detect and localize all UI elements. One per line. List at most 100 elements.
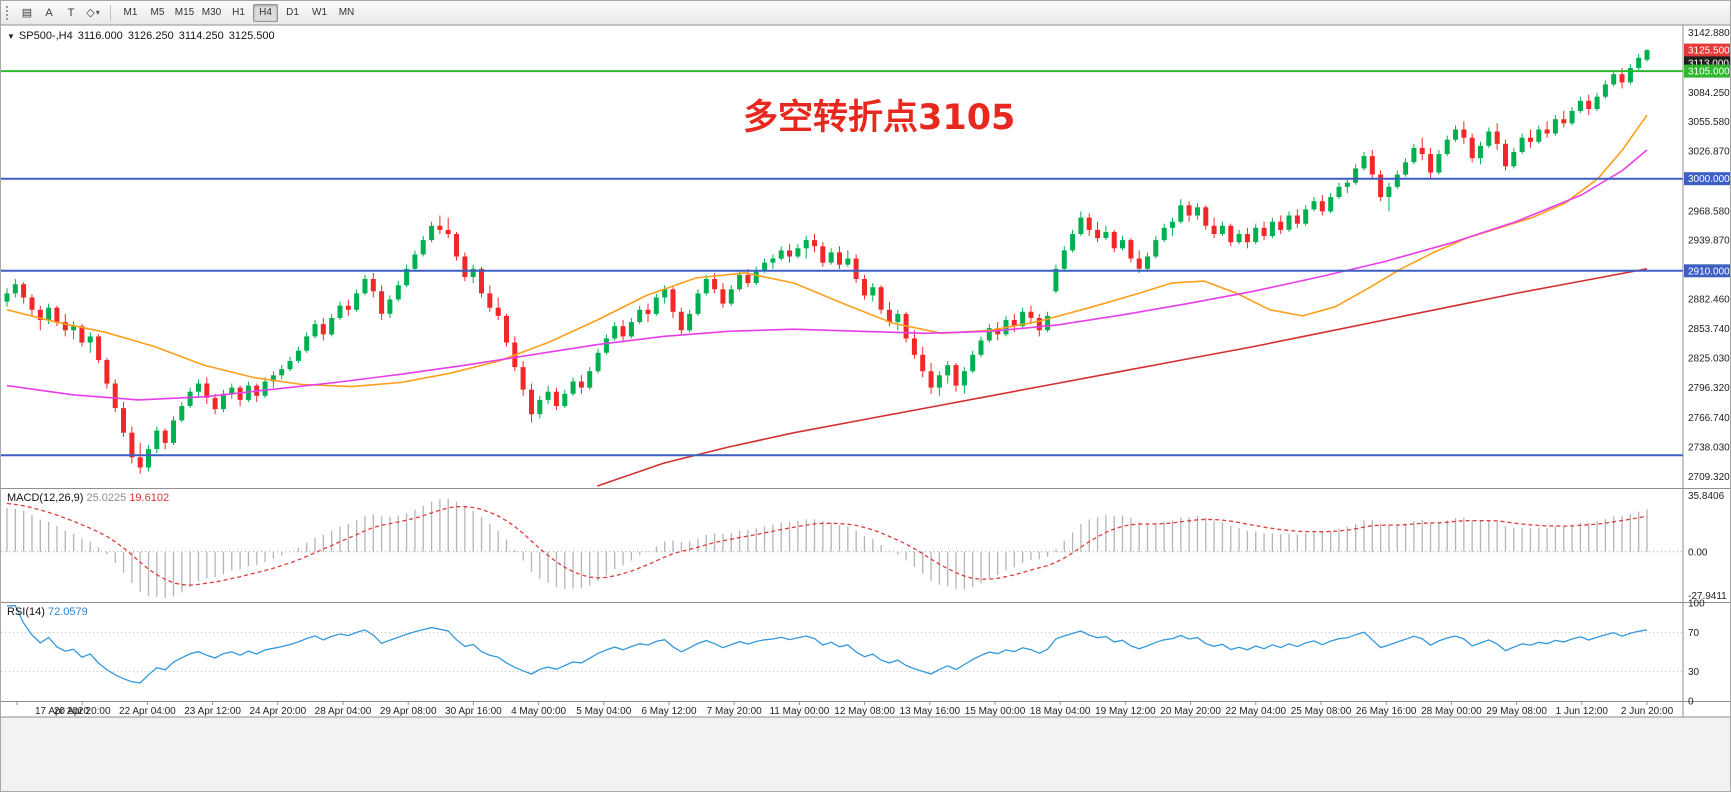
time-axis-label: 17 Apr 2020 <box>35 706 89 717</box>
time-axis-label: 13 May 16:00 <box>899 706 960 717</box>
drawing-tools-group: ▤ A T ◇ ▾ <box>16 4 104 22</box>
macd-main-value: 25.0225 <box>86 492 127 504</box>
candles-layer[interactable] <box>4 49 1650 474</box>
rsi-axis-label: 100 <box>1688 599 1705 610</box>
price-axis-labels: 3142.8803084.2503055.5803026.8702998.160… <box>1688 28 1730 708</box>
macd-title: MACD(12,26,9) <box>7 492 84 504</box>
price-marker-box: 3125.500 <box>1684 43 1730 57</box>
timeframe-m30-button[interactable]: M30 <box>201 7 222 18</box>
time-axis-label: 2 Jun 20:00 <box>1621 706 1674 717</box>
time-axis-label: 15 May 00:00 <box>965 706 1026 717</box>
low-value: 3114.250 <box>178 30 224 42</box>
time-axis-label: 23 Apr 12:00 <box>184 706 241 717</box>
price-axis-label: 3026.870 <box>1688 147 1730 158</box>
price-axis-label: 2766.740 <box>1688 413 1730 424</box>
time-axis-label: 26 May 16:00 <box>1356 706 1417 717</box>
price-axis-label: 3055.580 <box>1688 117 1730 128</box>
close-value: 3125.500 <box>228 30 275 42</box>
time-axis-label: 24 Apr 20:00 <box>249 706 306 717</box>
time-axis-label: 19 May 12:00 <box>1095 706 1156 717</box>
time-axis-label: 12 May 08:00 <box>834 706 895 717</box>
timeframe-d1-button[interactable]: D1 <box>286 7 299 18</box>
symbol-period-label: SP500-,H4 <box>18 30 73 42</box>
timeframe-m1-button[interactable]: M1 <box>123 7 138 18</box>
rsi-axis-label: 0 <box>1688 697 1694 708</box>
text-annotation-button[interactable]: A <box>45 6 53 19</box>
chart-quote-header: ▼ SP500-,H4 3116.000 3126.250 3114.250 3125.5… <box>7 30 280 42</box>
timeframe-mn-button[interactable]: MN <box>338 7 355 18</box>
macd-signal-value: 19.6102 <box>129 492 170 504</box>
time-axis-label: 30 Apr 16:00 <box>445 706 502 717</box>
time-axis-label: 20 Apr 20:00 <box>54 706 111 717</box>
time-axis-label: 18 May 04:00 <box>1030 706 1091 717</box>
time-axis-label: 22 May 04:00 <box>1225 706 1286 717</box>
time-axis-label: 25 May 08:00 <box>1291 706 1352 717</box>
timeframe-w1-button[interactable]: W1 <box>312 7 327 18</box>
toolbar-grip[interactable] <box>6 5 11 20</box>
price-axis-label: 2738.030 <box>1688 443 1730 454</box>
text-tool-button[interactable]: T <box>67 6 75 19</box>
rsi-axis-label: 70 <box>1688 628 1700 639</box>
timeframe-group: M1 M5 M15 M30 H1 H4 D1 W1 MN <box>117 3 360 22</box>
price-marker-box: 3105.000 <box>1684 64 1730 78</box>
svg-text:3000.000: 3000.000 <box>1688 174 1730 185</box>
svg-text:2910.000: 2910.000 <box>1688 266 1730 277</box>
top-toolbar: ▤ A T ◇ ▾ M1 M5 M15 M30 H1 H4 D1 W1 MN <box>1 1 1730 25</box>
time-axis-label: 29 Apr 08:00 <box>380 706 437 717</box>
price-marker-box: 3000.000 <box>1684 172 1730 186</box>
high-value: 3126.250 <box>127 30 174 42</box>
price-axis-label: 2939.870 <box>1688 236 1730 247</box>
caret-down-icon: ▾ <box>95 8 100 17</box>
time-axis-label: 11 May 00:00 <box>769 706 829 717</box>
collapse-objects-icon[interactable]: ▼ <box>7 32 15 41</box>
time-axis-label: 1 Jun 12:00 <box>1556 706 1609 717</box>
macd-axis-label: 35.8406 <box>1688 491 1725 502</box>
time-axis-label: 20 May 20:00 <box>1160 706 1221 717</box>
time-axis-label: 29 May 08:00 <box>1486 706 1547 717</box>
timeframe-h4-button[interactable]: H4 <box>253 3 278 22</box>
price-axis-label: 2853.740 <box>1688 324 1730 335</box>
time-axis-label: 7 May 20:00 <box>707 706 762 717</box>
chart-objects-button[interactable]: ▤ <box>21 7 33 19</box>
time-axis-label: 5 May 04:00 <box>576 706 631 717</box>
bottom-blank-area <box>1 717 1730 791</box>
macd-indicator-header: MACD(12,26,9) 25.0225 19.6102 <box>7 492 169 504</box>
svg-text:3125.500: 3125.500 <box>1688 46 1730 57</box>
time-axis-label: 28 Apr 04:00 <box>315 706 372 717</box>
ma-mid-line[interactable] <box>6 149 1648 401</box>
price-axis-label: 2709.320 <box>1688 472 1730 483</box>
timeframe-h1-button[interactable]: H1 <box>232 7 245 18</box>
price-axis-label: 3084.250 <box>1688 88 1730 99</box>
ma-slow-line[interactable] <box>597 268 1648 487</box>
rsi-line <box>6 604 1648 684</box>
rsi-indicator-header: RSI(14) 72.0579 <box>7 606 88 618</box>
shapes-dropdown-button[interactable]: ◇ ▾ <box>86 7 100 19</box>
macd-histogram <box>6 498 1648 599</box>
svg-text:3105.000: 3105.000 <box>1688 67 1730 78</box>
time-axis-label: 22 Apr 04:00 <box>119 706 176 717</box>
timeframe-m15-button[interactable]: M15 <box>174 7 195 18</box>
rsi-value: 72.0579 <box>47 606 88 618</box>
toolbar-separator <box>110 4 111 21</box>
timeframe-m5-button[interactable]: M5 <box>150 7 165 18</box>
time-axis-label: 28 May 00:00 <box>1421 706 1482 717</box>
price-axis-label: 3142.880 <box>1688 28 1730 39</box>
open-value: 3116.000 <box>77 30 123 42</box>
price-axis-label: 2825.030 <box>1688 353 1730 364</box>
price-axis-label: 2882.460 <box>1688 295 1730 306</box>
price-axis-column[interactable] <box>1683 25 1731 717</box>
rsi-axis-label: 30 <box>1688 667 1700 678</box>
annotation-text: 多空转折点3105 <box>743 98 1016 138</box>
rsi-title: RSI(14) <box>7 606 45 618</box>
svg-text:3113.000: 3113.000 <box>1688 58 1729 69</box>
price-axis-label: 2968.580 <box>1688 206 1730 217</box>
macd-signal-line <box>6 502 1648 586</box>
price-axis-label: 2796.320 <box>1688 383 1730 394</box>
time-axis-label: 6 May 12:00 <box>641 706 696 717</box>
macd-axis-label: 0.00 <box>1688 547 1708 558</box>
price-marker-box: 2910.000 <box>1684 264 1730 278</box>
